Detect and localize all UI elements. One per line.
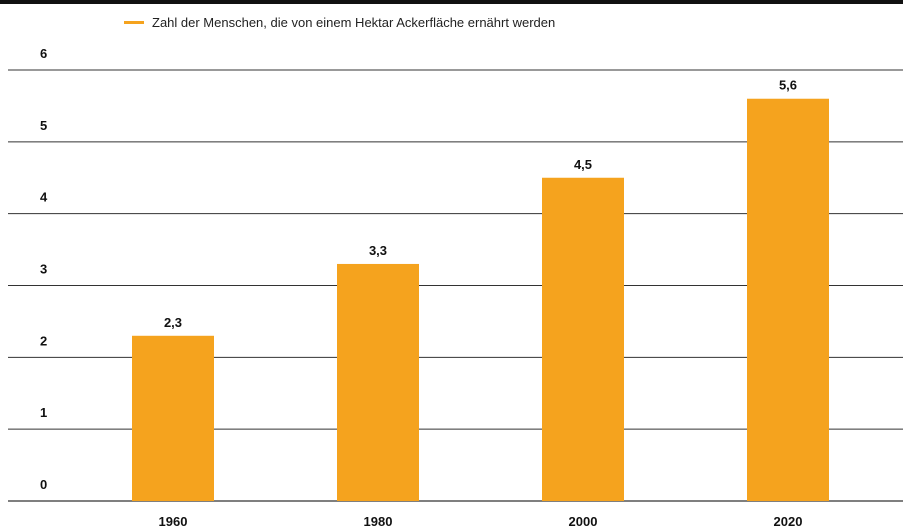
y-tick-label-2: 2 <box>40 333 47 348</box>
legend-label: Zahl der Menschen, die von einem Hektar … <box>152 14 556 30</box>
bar-2000 <box>542 177 624 501</box>
y-tick-label-4: 4 <box>40 190 48 205</box>
top-rule <box>0 0 903 4</box>
data-label-2020: 5,6 <box>779 78 797 93</box>
legend-swatch <box>124 20 144 24</box>
y-tick-label-6: 6 <box>40 46 47 61</box>
data-label-2000: 4,5 <box>574 157 592 172</box>
legend: Zahl der Menschen, die von einem Hektar … <box>124 12 555 32</box>
y-tick-label-5: 5 <box>40 118 47 133</box>
bar-1960 <box>132 335 214 501</box>
x-tick-label-2020: 2020 <box>774 514 803 529</box>
bars <box>132 98 829 501</box>
y-tick-label-1: 1 <box>40 405 47 420</box>
data-labels: 2,3 3,3 4,5 5,6 <box>164 78 797 330</box>
x-tick-label-1960: 1960 <box>159 514 188 529</box>
y-axis-tick-labels: 0 1 2 3 4 5 6 <box>40 46 48 492</box>
x-axis-category-labels: 1960 1980 2000 2020 <box>159 514 803 529</box>
data-label-1980: 3,3 <box>369 243 387 258</box>
bar-1980 <box>337 263 419 501</box>
y-tick-label-3: 3 <box>40 262 47 277</box>
y-tick-label-0: 0 <box>40 477 47 492</box>
data-label-1960: 2,3 <box>164 315 182 330</box>
x-tick-label-1980: 1980 <box>364 514 393 529</box>
bar-2020 <box>747 98 829 501</box>
x-tick-label-2000: 2000 <box>569 514 598 529</box>
